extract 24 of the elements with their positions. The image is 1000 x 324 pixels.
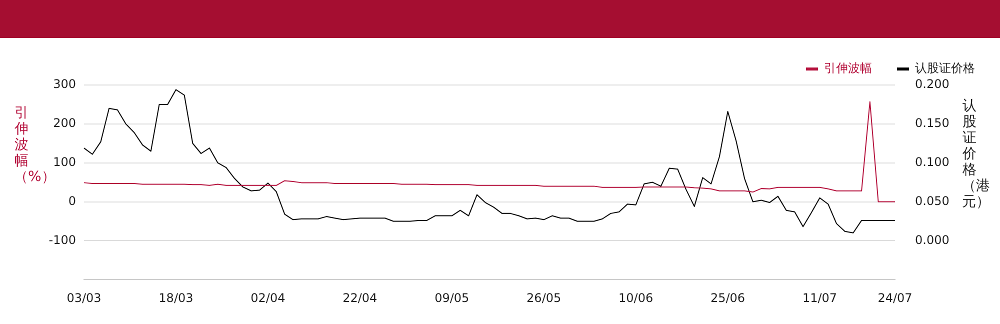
x-tick-label: 11/07 <box>802 290 838 305</box>
y-tick-label: 200 <box>53 116 76 130</box>
x-tick-label: 22/04 <box>342 290 378 305</box>
y2-axis-title: 认股证价格（港元） <box>962 98 990 210</box>
legend-label: 认股证价格 <box>915 61 975 76</box>
y2-tick-label: 0.150 <box>915 116 950 130</box>
x-tick-label: 18/03 <box>158 290 194 305</box>
y2-tick-label: 0.050 <box>915 194 950 208</box>
y-tick-label: -100 <box>48 232 76 247</box>
y-tick-label: 0 <box>68 194 76 208</box>
x-tick-label: 26/05 <box>526 290 562 305</box>
y2-tick-label: 0.000 <box>915 232 950 247</box>
x-tick-label: 24/07 <box>878 290 912 305</box>
y2-tick-label: 0.200 <box>915 77 950 92</box>
x-tick-label: 10/06 <box>618 290 654 305</box>
y-tick-label: 300 <box>53 77 76 92</box>
x-tick-label: 09/05 <box>434 290 470 305</box>
legend-label: 引伸波幅 <box>824 61 872 76</box>
y2-tick-label: 0.100 <box>915 154 950 169</box>
y-axis-title: 引伸波幅（%） <box>14 105 56 185</box>
x-tick-label: 25/06 <box>710 290 746 305</box>
x-tick-label: 02/04 <box>250 290 286 305</box>
y-tick-label: 100 <box>53 154 76 169</box>
x-tick-label: 03/03 <box>66 290 102 305</box>
